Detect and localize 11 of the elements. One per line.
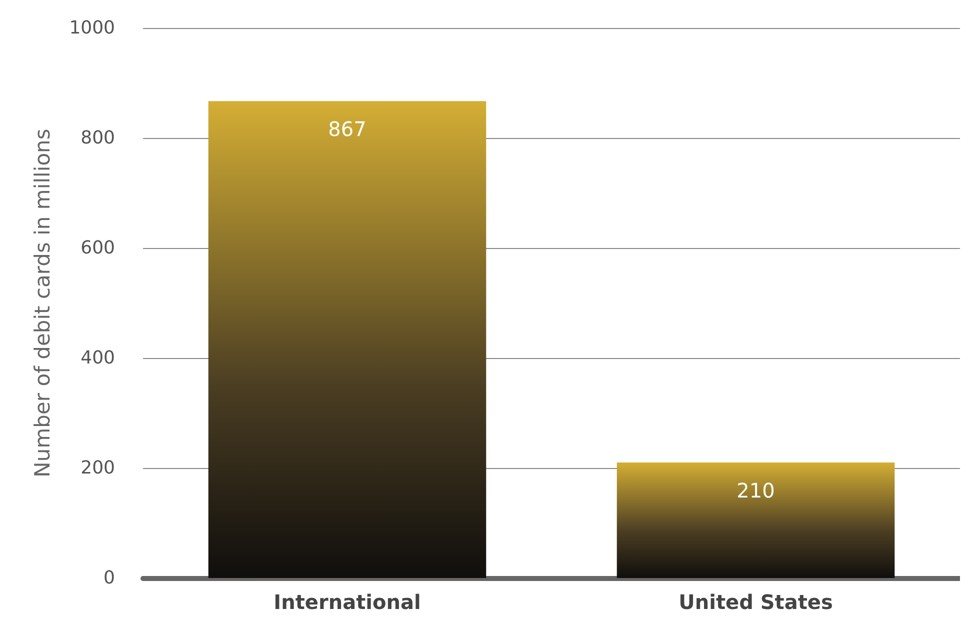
y-tick-label: 0 bbox=[104, 568, 115, 588]
y-tick-label: 1000 bbox=[69, 18, 115, 38]
y-tick-label: 800 bbox=[80, 128, 115, 148]
data-label: 210 bbox=[736, 478, 775, 502]
x-tick-label: United States bbox=[678, 590, 833, 614]
y-tick-label: 600 bbox=[80, 238, 115, 258]
y-tick-label: 400 bbox=[80, 348, 115, 368]
y-tick-label: 200 bbox=[80, 458, 115, 478]
data-label: 867 bbox=[328, 117, 366, 142]
y-axis-title: Number of debit cards in millions bbox=[30, 128, 54, 478]
x-tick-label: International bbox=[274, 590, 421, 614]
